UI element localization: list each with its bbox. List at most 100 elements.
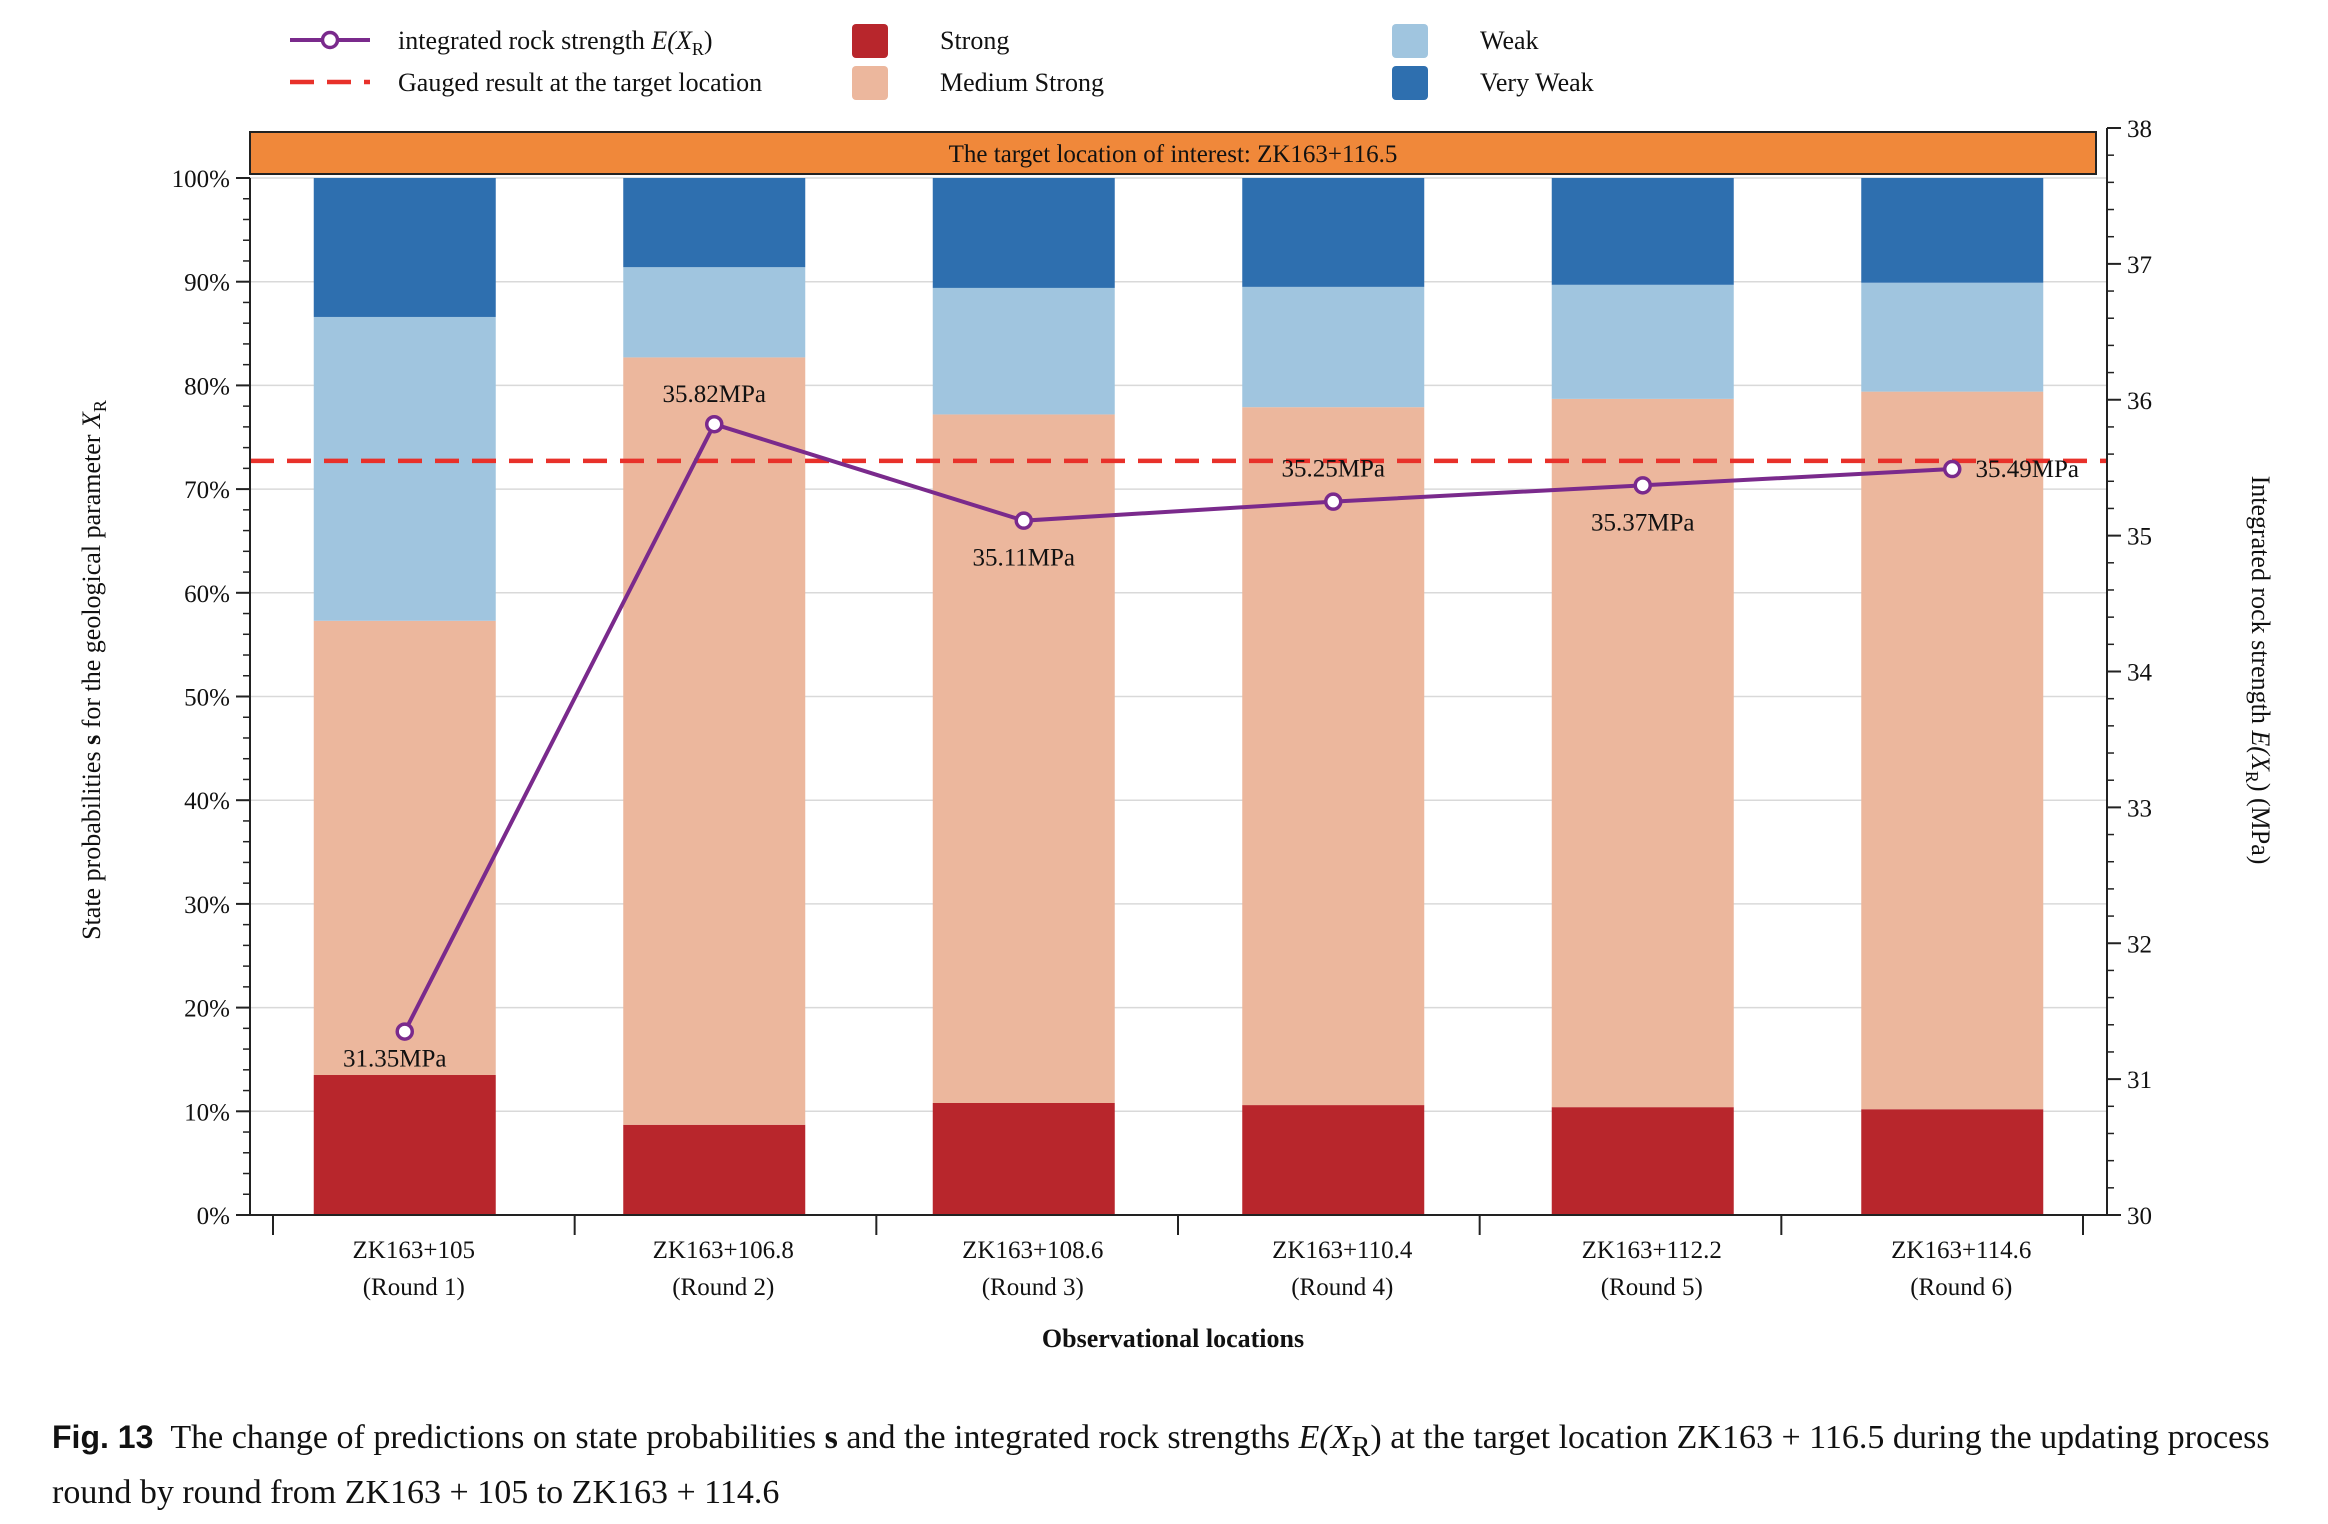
y-axis-left-title: State probabilities s for the geological… — [77, 400, 110, 940]
legend-swatch-strong — [852, 24, 888, 58]
legend-swatch-weak — [1392, 24, 1428, 58]
bar-medium-strong — [623, 357, 806, 1125]
x-tick-label: ZK163+112.2 — [1582, 1237, 1722, 1264]
axis-titles: Observational locations State probabilit… — [77, 400, 2275, 1353]
bar-medium-strong — [313, 620, 496, 1076]
x-tick-label: ZK163+114.6 — [1891, 1237, 2031, 1264]
y-right-tick-label: 31 — [2127, 1067, 2152, 1094]
banner-layer: The target location of interest: ZK163+1… — [249, 131, 2097, 175]
x-tick-sublabel: (Round 2) — [672, 1274, 774, 1301]
strength-line — [402, 421, 1953, 1033]
caption-bold-s: s — [824, 1419, 838, 1456]
y-right-tick-label: 30 — [2127, 1203, 2152, 1230]
x-tick-label: ZK163+108.6 — [962, 1237, 1103, 1264]
figure-label: Fig. 13 — [52, 1419, 154, 1455]
bar-very-weak — [313, 178, 496, 317]
x-axis-title: Observational locations — [1042, 1324, 1304, 1353]
y-right-tick-label: 38 — [2127, 116, 2152, 143]
axes: 0% 10% 20% 30% 40% 50% 60% 70% 80% 90% 100% 30 31 32 3… — [172, 116, 2153, 1301]
caption-sub: R — [1351, 1431, 1371, 1463]
x-tick-label: ZK163+105 — [353, 1237, 475, 1264]
stacked-bars — [313, 178, 2044, 1215]
y-right-tick-label: 34 — [2127, 660, 2153, 687]
y-right-tick-label: 35 — [2127, 524, 2152, 551]
y-left-tick-label: 10% — [184, 1099, 230, 1126]
legend-line-marker — [320, 30, 340, 50]
x-tick-sublabel: (Round 1) — [363, 1274, 465, 1301]
bar-weak — [932, 287, 1115, 415]
caption-text-2: and the integrated rock strengths — [837, 1419, 1299, 1456]
bar-weak — [1551, 284, 1734, 399]
bar-very-weak — [1551, 178, 1734, 285]
strength-data-label: 35.11MPa — [972, 545, 1075, 572]
y-right-tick-label: 32 — [2127, 931, 2152, 958]
legend-swatch-very-weak — [1392, 66, 1428, 100]
legend-label-medium-strong: Medium Strong — [940, 68, 1104, 97]
y-left-tick-label: 100% — [172, 166, 230, 193]
y-axis-right-title: Integrated rock strength E(XR) (MPa) — [2242, 476, 2275, 865]
caption-math: E(X — [1298, 1419, 1352, 1456]
caption-text-1: The change of predictions on state proba… — [170, 1419, 825, 1456]
caption-math-close: ) — [1370, 1419, 1382, 1456]
bar-weak — [1861, 282, 2044, 392]
legend-label-weak: Weak — [1480, 26, 1539, 55]
strength-data-label: 35.49MPa — [1976, 456, 2079, 483]
strength-point — [395, 1022, 414, 1041]
bar-medium-strong — [1551, 398, 1734, 1108]
strength-point — [705, 414, 724, 434]
y-left-tick-label: 30% — [184, 892, 230, 919]
bar-strong — [1861, 1109, 2044, 1215]
legend-label-very-weak: Very Weak — [1480, 68, 1594, 97]
strength-data-label: 35.82MPa — [663, 381, 766, 408]
y-left-tick-label: 50% — [184, 685, 230, 712]
strength-line-layer: 31.35MPa 35.82MPa 35.11MPa 35.25MPa 35.37MPa… — [343, 381, 2079, 1072]
y-left-tick-label: 80% — [184, 373, 230, 400]
banner-text: The target location of interest: ZK163+1… — [949, 141, 1398, 168]
strength-data-label: 35.25MPa — [1282, 456, 1385, 483]
x-tick-label: ZK163+106.8 — [653, 1237, 794, 1264]
y-left-tick-label: 60% — [184, 581, 230, 608]
legend-reference-label: Gauged result at the target location — [398, 68, 762, 97]
y-right-tick-label: 36 — [2127, 388, 2152, 415]
strength-point — [1014, 511, 1033, 530]
y-right-tick-label: 33 — [2127, 795, 2152, 822]
strength-point — [1633, 476, 1652, 495]
legend-line-label: integrated rock strength E(XR) — [398, 26, 713, 59]
x-tick-sublabel: (Round 3) — [982, 1274, 1084, 1301]
legend-label-strong: Strong — [940, 26, 1009, 55]
bar-weak — [1242, 286, 1425, 408]
y-left-tick-label: 20% — [184, 996, 230, 1023]
bar-very-weak — [1242, 178, 1425, 287]
y-left-tick-label: 90% — [184, 270, 230, 297]
x-tick-label: ZK163+110.4 — [1272, 1237, 1413, 1264]
bar-strong — [1551, 1107, 1734, 1215]
y-left-tick-label: 40% — [184, 788, 230, 815]
x-tick-sublabel: (Round 5) — [1601, 1274, 1703, 1301]
caption-text-3: at the target location ZK163 + 116.5 dur… — [52, 1419, 2270, 1511]
bar-medium-strong — [1242, 407, 1425, 1106]
strength-point — [1324, 492, 1343, 511]
bar-strong — [313, 1075, 496, 1215]
bar-weak — [623, 267, 806, 358]
bar-medium-strong — [1861, 391, 2044, 1110]
bar-strong — [1242, 1105, 1425, 1215]
bar-very-weak — [932, 178, 1115, 288]
y-left-tick-label: 0% — [197, 1203, 230, 1230]
strength-point — [1943, 459, 1962, 479]
x-tick-sublabel: (Round 4) — [1291, 1274, 1393, 1301]
strength-data-label: 35.37MPa — [1591, 509, 1694, 536]
bar-weak — [313, 316, 496, 621]
y-right-tick-label: 37 — [2127, 252, 2152, 279]
bar-very-weak — [1861, 178, 2044, 283]
bar-strong — [623, 1124, 806, 1215]
figure-caption: Fig. 13 The change of predictions on sta… — [52, 1415, 2292, 1515]
x-tick-sublabel: (Round 6) — [1910, 1274, 2012, 1301]
y-left-tick-label: 70% — [184, 477, 230, 504]
bar-strong — [932, 1103, 1115, 1215]
legend: integrated rock strength E(XR) Gauged res… — [290, 24, 1594, 100]
target-location-banner — [249, 131, 2097, 175]
gridlines — [250, 177, 2107, 1216]
chart-figure: 31.35MPa 35.82MPa 35.11MPa 35.25MPa 35.37MPa… — [77, 24, 2275, 1353]
bar-very-weak — [623, 178, 806, 268]
legend-swatch-medium-strong — [852, 66, 888, 100]
